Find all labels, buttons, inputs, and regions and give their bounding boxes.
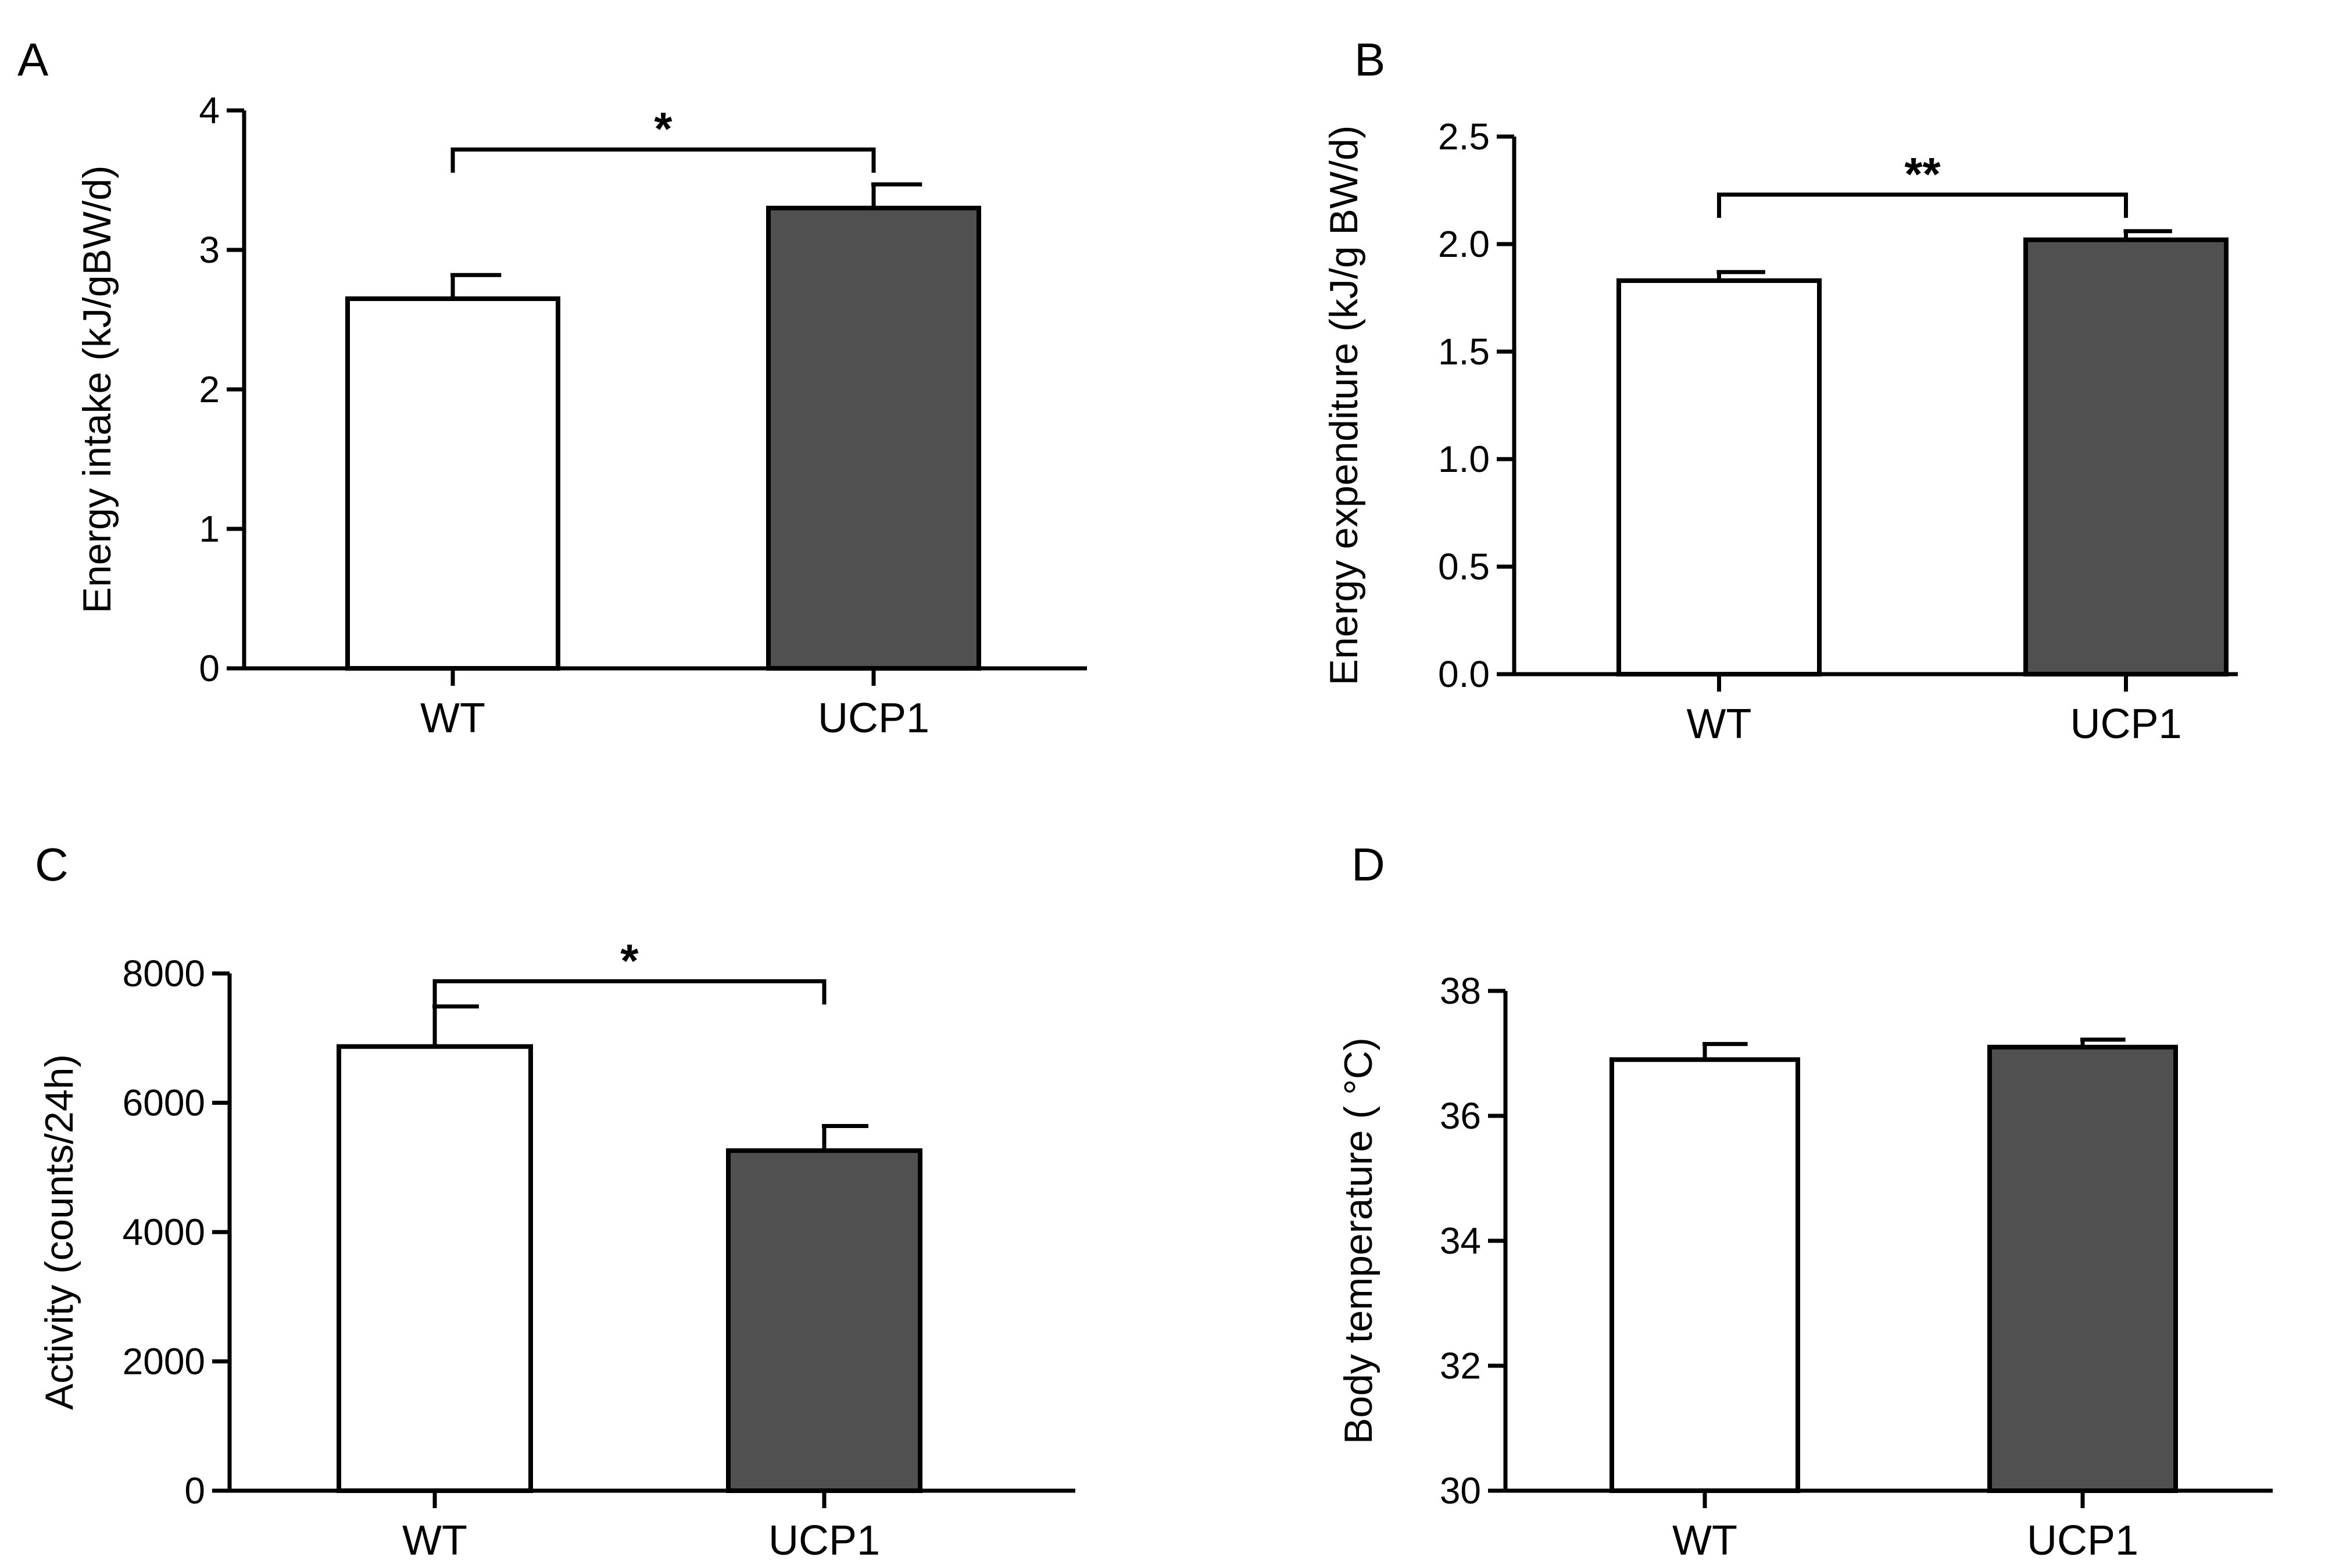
panel-d: D 30 32 34 36 38 WT UCP1 Body temperature ( °C) [1336, 839, 2273, 1564]
x-tick-label-wt: WT [1672, 1517, 1737, 1564]
panel-a: A 0 1 2 3 4 WT UCP1 Energy intake (kJ/gBW/d) * [17, 34, 1087, 742]
y-tick-label: 6000 [123, 1082, 205, 1124]
bar-ucp1 [2023, 237, 2229, 677]
y-tick-label: 1.0 [1438, 438, 1490, 480]
y-tick-label: 4 [199, 90, 220, 131]
y-tick-label: 2000 [123, 1341, 205, 1383]
significance-bracket [450, 147, 876, 173]
y-tick-label: 3 [199, 229, 220, 271]
y-tick-label: 36 [1440, 1095, 1481, 1137]
x-tick-label-wt: WT [1687, 701, 1752, 747]
y-tick-label: 2.5 [1438, 116, 1490, 157]
y-tick-label: 32 [1440, 1345, 1481, 1387]
error-bar-wt [450, 273, 502, 299]
x-tick-label-wt: WT [420, 695, 485, 742]
bar-ucp1 [766, 206, 981, 671]
bar-wt [337, 1044, 533, 1493]
panel-letter: D [1351, 839, 1385, 890]
error-bar-ucp1 [2123, 229, 2172, 240]
significance-marker: * [620, 935, 639, 986]
panel-letter: B [1354, 34, 1385, 85]
bar-wt [345, 296, 560, 671]
error-bar-ucp1 [871, 182, 922, 208]
significance-marker: ** [1904, 148, 1941, 200]
x-tick-label-wt: WT [402, 1517, 467, 1564]
bar-wt [1616, 278, 1822, 676]
y-tick-label: 4000 [123, 1211, 205, 1253]
y-tick-label: 1 [199, 508, 220, 550]
y-tick-label: 2.0 [1438, 223, 1490, 265]
error-bar-wt [1716, 270, 1765, 281]
y-axis-title: Energy intake (kJ/gBW/d) [75, 166, 119, 614]
error-bar-wt [1702, 1041, 1748, 1060]
significance-bracket [432, 979, 827, 1005]
significance-marker: * [654, 103, 673, 155]
panel-letter: C [35, 839, 69, 890]
y-tick-label: 2 [199, 368, 220, 410]
y-axis-title: Energy expenditure (kJ/g BW/d) [1322, 126, 1366, 686]
bar-wt [1609, 1057, 1800, 1493]
bar-ucp1 [726, 1148, 922, 1493]
panel-letter: A [17, 34, 49, 85]
y-tick-label: 8000 [123, 953, 205, 994]
y-tick-label: 0.5 [1438, 546, 1490, 588]
y-tick-label: 1.5 [1438, 331, 1490, 373]
y-axis-title: Body temperature ( °C) [1336, 1037, 1380, 1444]
y-axis-title: Activity (counts/24h) [37, 1054, 81, 1410]
y-tick-label: 30 [1440, 1470, 1481, 1512]
y-tick-label: 34 [1440, 1220, 1481, 1262]
panel-c: C 0 2000 4000 6000 8000 WT UCP1 Activity (counts… [35, 839, 1075, 1564]
significance-bracket [1717, 192, 2128, 218]
y-tick-label: 0 [184, 1470, 205, 1512]
y-tick-label: 38 [1440, 970, 1481, 1012]
error-bar-ucp1 [822, 1124, 868, 1151]
x-tick-label-ucp1: UCP1 [2070, 701, 2181, 747]
error-bar-ucp1 [2080, 1037, 2126, 1047]
bar-ucp1 [1987, 1044, 2178, 1493]
y-tick-label: 0 [199, 647, 220, 689]
y-tick-label: 0.0 [1438, 653, 1490, 695]
x-tick-label-ucp1: UCP1 [768, 1517, 880, 1564]
x-tick-label-ucp1: UCP1 [2027, 1517, 2138, 1564]
error-bar-wt [432, 1004, 479, 1047]
x-tick-label-ucp1: UCP1 [818, 695, 929, 742]
panel-b: B 0.0 0.5 1.0 1.5 2.0 2.5 WT UCP1 Energy expendit… [1322, 34, 2238, 747]
